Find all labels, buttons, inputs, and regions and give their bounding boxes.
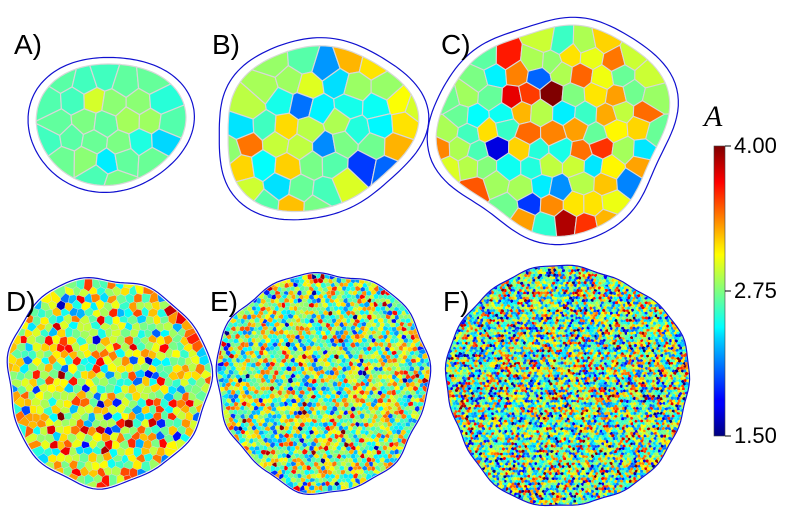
- tissue-b: [218, 37, 430, 221]
- panel-label-a: A): [14, 29, 42, 60]
- cell: [545, 266, 549, 270]
- cell: [615, 301, 619, 305]
- cell: [140, 460, 152, 473]
- cell: [281, 469, 286, 475]
- cell: [275, 425, 280, 430]
- panel-label-d: D): [6, 286, 36, 317]
- cell: [347, 149, 377, 189]
- cell: [383, 131, 415, 162]
- cell: [573, 212, 598, 236]
- cell: [572, 266, 576, 270]
- tissue-f: [444, 264, 691, 507]
- cell: [108, 473, 118, 487]
- cell: [133, 293, 143, 304]
- cell: [458, 176, 491, 204]
- cell: [149, 458, 161, 471]
- cell: [48, 67, 78, 95]
- cell: [277, 193, 305, 213]
- cell: [624, 155, 652, 180]
- cell: [228, 81, 267, 120]
- panel-f: F): [443, 264, 691, 507]
- cell: [137, 468, 148, 477]
- cell: [35, 122, 63, 157]
- tissue-boundary: [218, 37, 430, 221]
- cell: [553, 208, 578, 237]
- cell: [486, 303, 490, 307]
- cell: [541, 314, 545, 318]
- panel-b: B): [212, 29, 430, 221]
- tissue-a: [27, 56, 196, 193]
- cell: [17, 422, 27, 439]
- cell: [405, 421, 411, 427]
- tissue-e: [215, 272, 432, 496]
- cell: [370, 154, 400, 187]
- cell: [152, 454, 163, 465]
- cell: [358, 354, 363, 360]
- cell: [594, 334, 597, 338]
- panel-a: A): [14, 29, 196, 193]
- cell: [123, 474, 132, 482]
- panel-e: E): [210, 272, 432, 496]
- cell: [331, 167, 370, 204]
- cell: [165, 440, 179, 451]
- cell: [47, 145, 76, 180]
- cell: [253, 188, 280, 211]
- cell: [389, 322, 396, 328]
- cell: [73, 164, 109, 187]
- cell: [148, 83, 185, 115]
- cell: [158, 104, 187, 139]
- cell: [268, 374, 273, 380]
- cell: [391, 318, 397, 324]
- cell: [389, 338, 395, 344]
- tissue-boundary: [426, 16, 679, 246]
- cell: [307, 273, 313, 280]
- cell: [298, 330, 303, 336]
- panel-label-c: C): [441, 29, 471, 60]
- cell: [671, 339, 675, 343]
- cell: [29, 404, 38, 415]
- cell: [511, 296, 515, 301]
- cell: [616, 167, 643, 201]
- cell: [35, 85, 63, 123]
- cell: [150, 128, 182, 158]
- cell: [24, 398, 32, 407]
- cell: [528, 271, 532, 275]
- cell: [509, 207, 536, 233]
- cell: [577, 311, 581, 315]
- cell: [524, 334, 528, 338]
- panel-label-e: E): [210, 286, 238, 317]
- tissue-boundary: [27, 56, 196, 193]
- panel-label-b: B): [212, 29, 240, 60]
- cell: [634, 333, 638, 338]
- cell: [195, 402, 204, 414]
- cell: [95, 481, 108, 488]
- tissue-c: [426, 16, 679, 246]
- cell: [404, 93, 420, 124]
- tissue-d: [6, 276, 214, 490]
- cell: [390, 111, 420, 141]
- cell: [75, 475, 86, 485]
- cell: [367, 417, 373, 424]
- tissue-boundary: [6, 276, 214, 490]
- cell: [303, 194, 334, 212]
- cell: [594, 208, 619, 228]
- panel-c: C): [426, 16, 679, 246]
- cell: [322, 485, 328, 493]
- cell: [531, 211, 558, 237]
- cell: [103, 169, 140, 187]
- cell: [175, 438, 187, 451]
- panel-d: D): [6, 276, 214, 490]
- cell: [160, 454, 170, 464]
- cell: [311, 489, 316, 494]
